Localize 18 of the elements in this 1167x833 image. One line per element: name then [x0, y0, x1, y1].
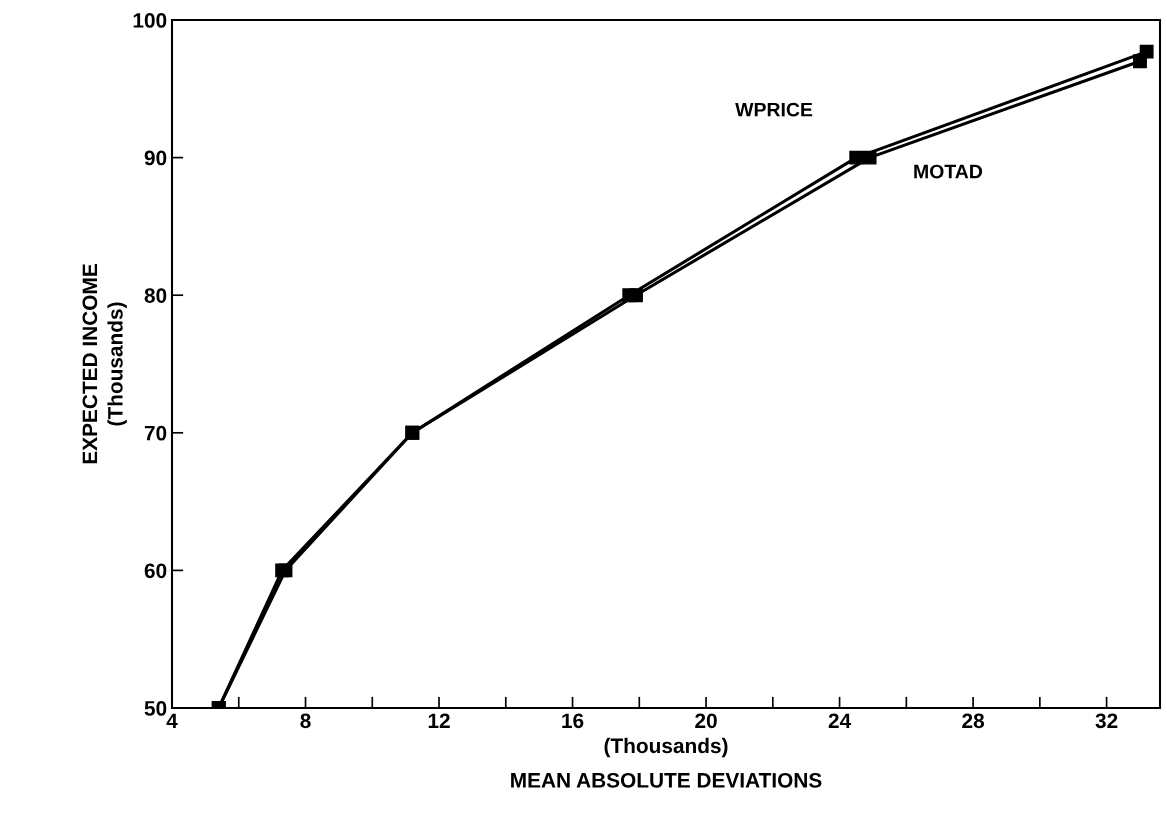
y-tick-label: 100: [133, 13, 167, 28]
x-tick-label: 24: [828, 713, 852, 728]
y-tick-label: 80: [144, 288, 167, 303]
series-label: MOTAD: [914, 164, 983, 179]
x-tick-label: 16: [562, 713, 584, 729]
y-tick-label: 50: [144, 701, 167, 716]
x-tick-label: 32: [1095, 713, 1118, 729]
text: WPRICE: [735, 102, 813, 117]
x-tick-label: 12: [428, 713, 450, 728]
x-tick-label: 4: [166, 713, 178, 728]
y-axis-title: EXPECTED INCOME (Thousands): [82, 264, 127, 464]
y-tick-label: 70: [144, 425, 167, 441]
y-tick-label: 60: [144, 563, 167, 579]
y-tick-label: 90: [144, 150, 167, 166]
x-tick-label: 20: [695, 713, 717, 729]
x-tick-label: 8: [300, 713, 311, 729]
x-axis-title: (Thousands) MEAN ABSOLUTE DEVIATIONS: [511, 737, 822, 788]
x-tick-label: 28: [962, 713, 985, 729]
